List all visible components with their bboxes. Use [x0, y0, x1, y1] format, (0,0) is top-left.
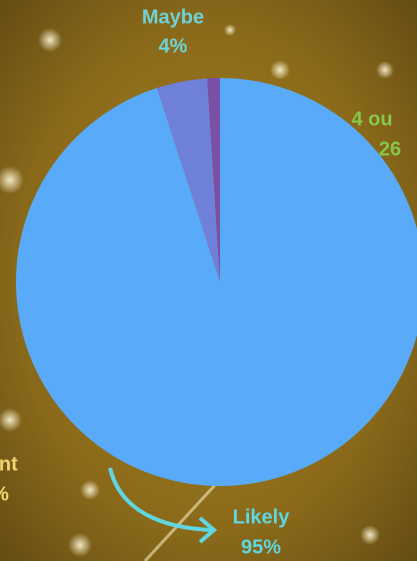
pie: [16, 78, 417, 486]
pie-slice: [156, 78, 220, 282]
slice-value-label: 95%: [241, 536, 281, 558]
partial-label: %: [0, 483, 9, 505]
slice-label: Maybe: [142, 6, 204, 28]
pie-slice: [207, 78, 220, 282]
pie-slice: [16, 78, 417, 486]
sparkles: [0, 24, 394, 561]
slice-label: Likely: [233, 506, 291, 528]
arrow-head: [198, 516, 218, 544]
partial-label: 26: [379, 138, 401, 160]
callout-arrow: [108, 467, 213, 532]
slice-value-label: 4%: [159, 35, 188, 57]
partial-label: lent: [0, 453, 18, 475]
partial-label: 4 ou: [351, 108, 392, 130]
